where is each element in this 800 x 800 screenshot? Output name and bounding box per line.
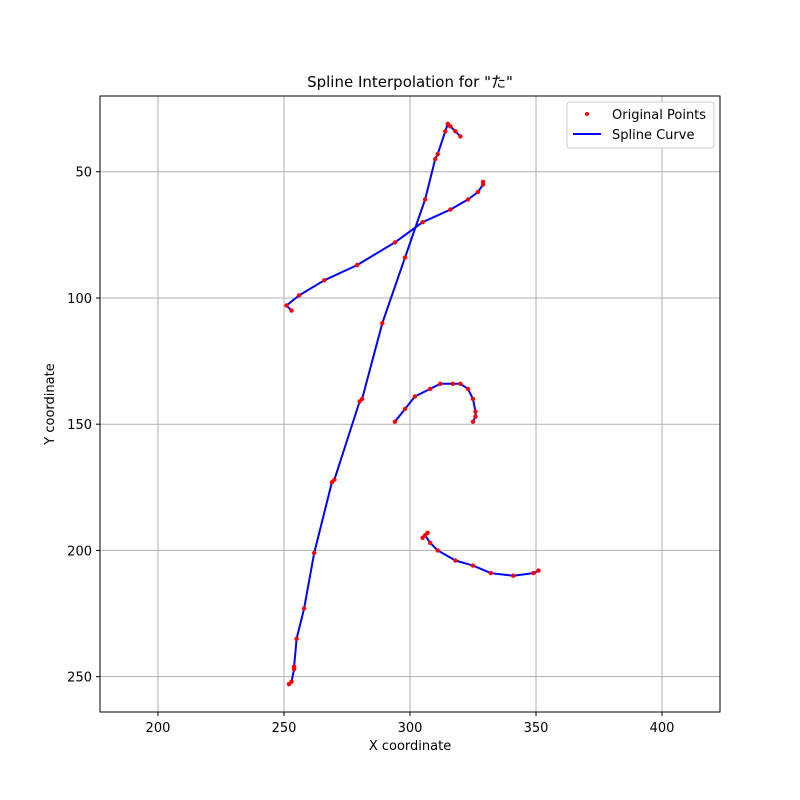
original-point <box>435 548 440 553</box>
original-point <box>422 197 428 202</box>
original-point <box>458 134 463 139</box>
original-point <box>453 129 458 134</box>
x-tick-label: 250 <box>272 721 297 736</box>
original-point <box>354 262 360 268</box>
legend-label-spline-curve: Spline Curve <box>612 128 694 143</box>
original-point <box>294 636 299 641</box>
original-point <box>470 396 476 402</box>
chart-title: Spline Interpolation for "た" <box>307 73 513 91</box>
original-point <box>473 414 478 419</box>
original-point <box>480 179 486 184</box>
original-point <box>301 606 307 611</box>
original-point <box>392 240 398 245</box>
y-tick-label: 100 <box>67 292 92 307</box>
y-axis-ticks: 50 100 150 200 250 <box>67 166 100 686</box>
original-point <box>443 129 448 134</box>
original-point <box>465 386 471 392</box>
original-point <box>322 278 327 283</box>
x-axis-label: X coordinate <box>369 739 451 754</box>
original-point <box>433 156 438 162</box>
x-tick-label: 400 <box>650 721 675 736</box>
original-point <box>357 399 362 404</box>
original-point <box>392 419 398 424</box>
original-point <box>412 394 418 399</box>
x-axis-ticks: 200 250 300 350 400 <box>146 712 675 736</box>
original-point <box>291 666 297 672</box>
original-point <box>438 381 443 386</box>
original-point <box>284 303 289 308</box>
legend-marker-original-points <box>585 112 589 116</box>
x-tick-label: 200 <box>146 721 171 736</box>
y-tick-label: 250 <box>67 671 92 686</box>
original-point <box>289 308 294 313</box>
original-point <box>448 207 453 212</box>
original-point <box>296 293 302 298</box>
original-point <box>445 121 450 127</box>
original-point <box>531 570 536 576</box>
y-axis-label: Y coordinate <box>43 363 58 445</box>
original-point <box>329 480 335 485</box>
original-point <box>428 540 433 546</box>
original-point <box>402 406 408 412</box>
legend-label-original-points: Original Points <box>612 108 706 123</box>
original-point <box>380 321 385 326</box>
original-point <box>488 570 493 576</box>
x-tick-label: 300 <box>398 721 423 736</box>
original-point <box>428 386 433 392</box>
original-point <box>453 558 458 563</box>
original-point <box>422 533 428 538</box>
original-point <box>475 189 481 195</box>
y-tick-label: 200 <box>67 544 92 559</box>
y-tick-label: 150 <box>67 418 92 433</box>
original-point <box>450 381 455 386</box>
original-point <box>470 419 476 424</box>
y-tick-label: 50 <box>75 166 92 181</box>
original-point <box>473 409 478 414</box>
x-tick-label: 350 <box>524 721 549 736</box>
legend-box <box>566 101 715 149</box>
legend: Original Points Spline Curve <box>566 101 715 149</box>
original-point <box>286 682 292 687</box>
original-point <box>511 573 516 578</box>
original-point <box>465 197 471 202</box>
original-point <box>420 220 425 225</box>
original-point <box>458 381 463 386</box>
original-point <box>435 151 440 157</box>
original-point <box>312 550 317 556</box>
original-point <box>402 255 408 260</box>
original-points <box>284 121 541 687</box>
original-point <box>470 563 476 568</box>
original-point <box>536 568 541 573</box>
